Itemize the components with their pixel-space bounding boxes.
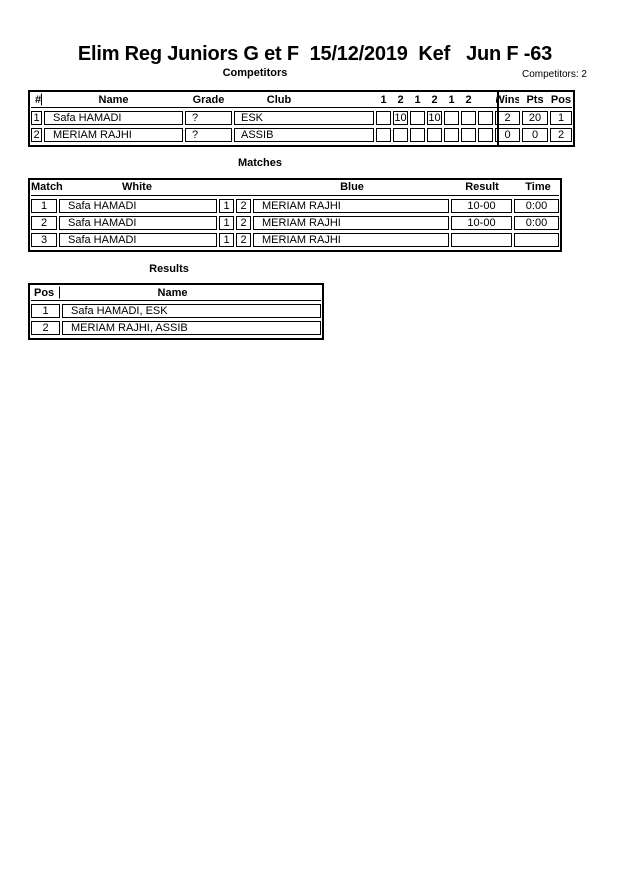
score-cell xyxy=(376,111,391,125)
competitor-grade: ? xyxy=(185,128,232,142)
competitors-heading: Competitors xyxy=(222,67,288,79)
match-white-num: 1 xyxy=(219,199,234,213)
competitor-name: Safa HAMADI xyxy=(44,111,183,125)
score-cell xyxy=(376,128,391,142)
match-white-num: 1 xyxy=(219,216,234,230)
matches-table-header: Match White Blue Result Time xyxy=(31,181,559,196)
match-num: 1 xyxy=(31,199,57,213)
competitors-table: # Name Grade Club 1 2 1 2 1 2 Wins Pts P… xyxy=(28,90,575,147)
match-time: 0:00 xyxy=(514,199,559,213)
match-blue-name: MERIAM RAJHI xyxy=(253,216,449,230)
match-white-name: Safa HAMADI xyxy=(59,233,217,247)
col-header-score-spacer xyxy=(478,93,493,106)
col-header-white: White xyxy=(122,181,152,193)
competitor-club: ESK xyxy=(234,111,374,125)
col-header-pts: Pts xyxy=(526,93,544,106)
competitor-pos: 2 xyxy=(550,128,572,142)
matches-table: Match White Blue Result Time 1 Safa HAMA… xyxy=(28,178,562,252)
match-result xyxy=(451,233,512,247)
match-white-num: 1 xyxy=(219,233,234,247)
score-cell xyxy=(410,111,425,125)
col-header-name: Name xyxy=(98,93,129,106)
result-name: MERIAM RAJHI, ASSIB xyxy=(62,321,321,335)
col-header-result: Result xyxy=(465,181,499,193)
col-header-blue: Blue xyxy=(340,181,364,193)
col-header-grade: Grade xyxy=(192,93,225,106)
score-cell xyxy=(478,111,493,125)
result-pos: 1 xyxy=(31,304,60,318)
results-table-header: Pos Name xyxy=(31,286,321,301)
col-header-score-3: 1 xyxy=(414,93,421,106)
score-cell: 10 xyxy=(393,111,408,125)
match-blue-num: 2 xyxy=(236,216,251,230)
match-row: 3 Safa HAMADI 1 2 MERIAM RAJHI xyxy=(31,233,559,247)
match-time xyxy=(514,233,559,247)
match-blue-name: MERIAM RAJHI xyxy=(253,233,449,247)
result-pos: 2 xyxy=(31,321,60,335)
col-header-num: # xyxy=(31,93,42,106)
match-blue-num: 2 xyxy=(236,233,251,247)
col-header-score-5: 1 xyxy=(448,93,455,106)
match-white-name: Safa HAMADI xyxy=(59,199,217,213)
match-blue-name: MERIAM RAJHI xyxy=(253,199,449,213)
competitor-name: MERIAM RAJHI xyxy=(44,128,183,142)
score-cell xyxy=(410,128,425,142)
col-header-score-1: 1 xyxy=(380,93,387,106)
match-result: 10-00 xyxy=(451,199,512,213)
match-row: 2 Safa HAMADI 1 2 MERIAM RAJHI 10-00 0:0… xyxy=(31,216,559,230)
score-cell xyxy=(461,128,476,142)
competitors-count: Competitors: 2 xyxy=(521,69,587,80)
col-header-match: Match xyxy=(31,181,63,193)
col-header-score-4: 2 xyxy=(431,93,438,106)
match-num: 3 xyxy=(31,233,57,247)
competitor-num: 1 xyxy=(31,111,42,125)
score-cell xyxy=(444,111,459,125)
match-time: 0:00 xyxy=(514,216,559,230)
match-blue-num: 2 xyxy=(236,199,251,213)
match-white-name: Safa HAMADI xyxy=(59,216,217,230)
competitor-row: 2 MERIAM RAJHI ? ASSIB 0 0 2 xyxy=(31,128,572,142)
col-header-name: Name xyxy=(157,286,188,299)
col-header-time: Time xyxy=(525,181,551,193)
col-header-pos: Pos xyxy=(550,93,572,106)
page-title: Elim Reg Juniors G et F 15/12/2019 Kef J… xyxy=(77,43,553,65)
score-cell xyxy=(461,111,476,125)
results-heading: Results xyxy=(149,263,189,275)
result-row: 2 MERIAM RAJHI, ASSIB xyxy=(31,321,321,335)
competitor-wins: 0 xyxy=(495,128,520,142)
results-table: Pos Name 1 Safa HAMADI, ESK 2 MERIAM RAJ… xyxy=(28,283,324,340)
competitors-table-header: # Name Grade Club 1 2 1 2 1 2 Wins Pts P… xyxy=(31,93,572,108)
result-name: Safa HAMADI, ESK xyxy=(62,304,321,318)
match-result: 10-00 xyxy=(451,216,512,230)
match-num: 2 xyxy=(31,216,57,230)
col-header-score-6: 2 xyxy=(465,93,472,106)
result-row: 1 Safa HAMADI, ESK xyxy=(31,304,321,318)
competitor-pts: 0 xyxy=(522,128,548,142)
competitor-club: ASSIB xyxy=(234,128,374,142)
competitor-grade: ? xyxy=(185,111,232,125)
col-header-score-2: 2 xyxy=(397,93,404,106)
matches-heading: Matches xyxy=(237,157,283,169)
match-row: 1 Safa HAMADI 1 2 MERIAM RAJHI 10-00 0:0… xyxy=(31,199,559,213)
col-header-club: Club xyxy=(266,93,292,106)
competitor-num: 2 xyxy=(31,128,42,142)
competitors-table-thick-divider xyxy=(497,92,499,145)
competitor-row: 1 Safa HAMADI ? ESK 10 10 2 20 1 xyxy=(31,111,572,125)
score-cell xyxy=(478,128,493,142)
score-cell xyxy=(427,128,442,142)
competitor-pos: 1 xyxy=(550,111,572,125)
score-cell: 10 xyxy=(427,111,442,125)
score-cell xyxy=(393,128,408,142)
score-cell xyxy=(444,128,459,142)
col-header-pos: Pos xyxy=(31,286,60,299)
col-header-wins: Wins xyxy=(495,93,520,106)
competitor-pts: 20 xyxy=(522,111,548,125)
competitor-wins: 2 xyxy=(495,111,520,125)
